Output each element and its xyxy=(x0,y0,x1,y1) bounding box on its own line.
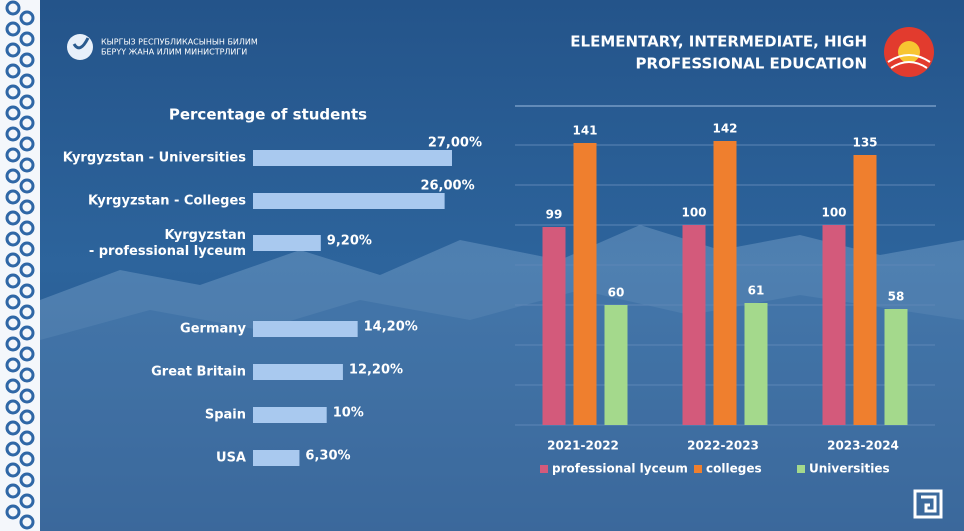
category-label: Kyrgyzstan - Universities xyxy=(63,151,247,166)
bar xyxy=(885,309,908,425)
legend-label: Universities xyxy=(809,462,890,476)
category-label: Spain xyxy=(205,408,246,423)
legend-swatch xyxy=(797,465,805,473)
value-label: 58 xyxy=(888,290,905,304)
x-tick-label: 2022-2023 xyxy=(687,439,759,453)
ministry-line: КЫРГЫЗ РЕСПУБЛИКАСЫНЫН БИЛИМ xyxy=(101,38,258,47)
ministry-logo xyxy=(67,34,93,60)
value-label: 26,00% xyxy=(420,179,474,194)
value-label: 12,20% xyxy=(349,363,403,378)
category-label: Great Britain xyxy=(151,365,246,380)
category-label: Germany xyxy=(180,322,246,337)
slide: КЫРГЫЗ РЕСПУБЛИКАСЫНЫН БИЛИМ БЕРҮҮ ЖАНА … xyxy=(0,0,964,531)
slide-title: PROFESSIONAL EDUCATION xyxy=(636,55,867,73)
value-label: 100 xyxy=(681,206,706,220)
legend-swatch xyxy=(694,465,702,473)
value-label: 27,00% xyxy=(428,136,482,151)
legend-swatch xyxy=(540,465,548,473)
bar xyxy=(253,150,452,166)
x-tick-label: 2021-2022 xyxy=(547,439,619,453)
bar xyxy=(253,450,299,466)
value-label: 100 xyxy=(821,206,846,220)
bar xyxy=(253,407,327,423)
category-label: USA xyxy=(216,451,246,466)
bar xyxy=(714,141,737,425)
chart-title: Percentage of students xyxy=(169,106,367,124)
ministry-line: БЕРҮҮ ЖАНА ИЛИМ МИНИСТРЛИГИ xyxy=(101,48,247,57)
value-label: 14,20% xyxy=(364,320,418,335)
bar xyxy=(253,364,343,380)
bar xyxy=(854,155,877,425)
bar xyxy=(253,193,445,209)
bar xyxy=(253,321,358,337)
value-label: 141 xyxy=(572,124,597,138)
value-label: 10% xyxy=(333,406,364,421)
bar xyxy=(683,225,706,425)
bar xyxy=(253,235,321,251)
legend-label: colleges xyxy=(706,462,762,476)
bar xyxy=(605,305,628,425)
bar xyxy=(574,143,597,425)
x-tick-label: 2023-2024 xyxy=(827,439,899,453)
slide-title: ELEMENTARY, INTERMEDIATE, HIGH xyxy=(570,33,867,51)
category-label: Kyrgyzstan - Colleges xyxy=(88,194,246,209)
value-label: 135 xyxy=(852,136,877,150)
value-label: 60 xyxy=(608,286,625,300)
value-label: 6,30% xyxy=(305,449,350,464)
value-label: 142 xyxy=(712,122,737,136)
bar xyxy=(745,303,768,425)
bar xyxy=(823,225,846,425)
ornament-strip xyxy=(0,0,40,531)
legend-label: professional lyceum xyxy=(552,462,688,476)
value-label: 61 xyxy=(748,284,765,298)
emblem xyxy=(884,27,934,77)
bar xyxy=(543,227,566,425)
value-label: 99 xyxy=(546,208,563,222)
value-label: 9,20% xyxy=(327,234,372,249)
